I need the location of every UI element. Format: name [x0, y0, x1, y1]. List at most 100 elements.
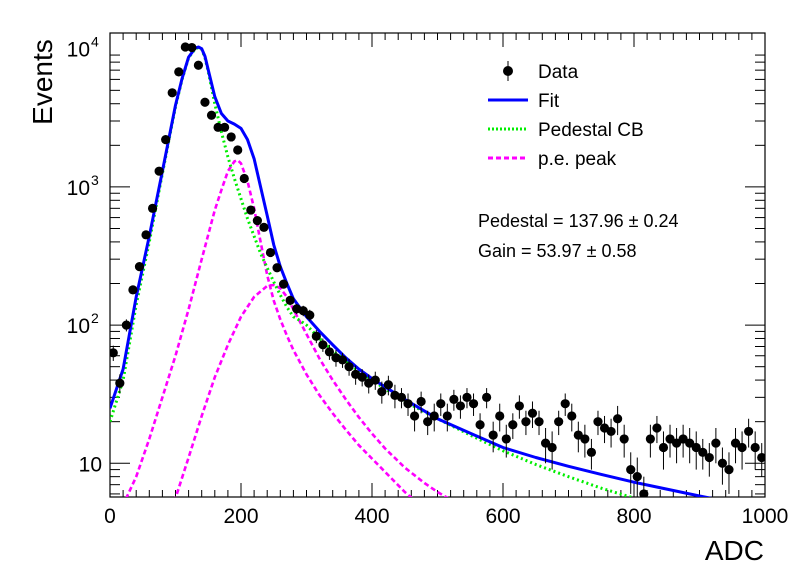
legend-label: p.e. peak	[538, 149, 617, 170]
data-point	[580, 434, 590, 444]
data-point	[134, 262, 145, 272]
data-point	[586, 447, 597, 457]
data-point	[187, 42, 197, 53]
y-axis-title: Events	[27, 39, 58, 125]
data-point	[744, 426, 754, 437]
data-point	[213, 122, 223, 132]
data-point	[265, 247, 276, 258]
y-tick-label: 10	[67, 39, 90, 62]
data-point	[429, 411, 439, 421]
data-point	[468, 399, 479, 409]
data-point	[554, 417, 564, 427]
data-point	[409, 411, 420, 421]
data-point	[698, 447, 708, 457]
x-tick-label: 800	[616, 505, 651, 528]
data-point	[462, 392, 472, 402]
curve-p-e-peak-1	[125, 158, 413, 497]
data-point	[403, 399, 413, 409]
data-point	[200, 97, 210, 107]
x-axis-title: ADC	[705, 535, 764, 566]
data-point	[658, 442, 669, 453]
data-point	[436, 399, 446, 409]
data-point	[324, 347, 335, 357]
data-point	[115, 378, 125, 388]
data-point	[161, 135, 171, 145]
data-point	[482, 392, 492, 402]
data-point	[567, 411, 577, 421]
data-point	[239, 173, 249, 184]
data-point	[508, 420, 518, 430]
data-point	[501, 434, 511, 444]
data-point	[278, 279, 289, 289]
data-point	[475, 420, 485, 430]
data-point	[206, 110, 217, 120]
data-point	[298, 306, 308, 316]
data-point	[495, 411, 505, 421]
data-point	[678, 434, 688, 444]
data-point	[652, 423, 662, 433]
data-point	[220, 122, 230, 132]
data-point	[344, 362, 354, 372]
data-point	[285, 295, 295, 305]
data-point	[593, 417, 603, 427]
data-point	[514, 401, 524, 411]
y-tick-label: 10	[67, 315, 90, 338]
legend-label: Fit	[538, 91, 560, 112]
x-axis: 0 200 400 600 800 1000	[104, 33, 788, 528]
data-point	[711, 438, 721, 448]
legend-label: Pedestal CB	[538, 120, 644, 141]
data-point	[110, 348, 118, 358]
data-point	[639, 489, 649, 497]
data-point	[540, 438, 551, 448]
data-point	[757, 452, 765, 463]
data-point	[632, 472, 642, 482]
data-point	[724, 464, 734, 475]
x-tick-label: 600	[485, 505, 520, 528]
data-point	[685, 438, 695, 448]
data-point	[423, 417, 433, 427]
data-point	[174, 67, 184, 77]
data-point	[416, 396, 426, 407]
y-tick-exponent: 2	[91, 310, 99, 326]
annotation-pedestal: Pedestal = 137.96 ± 0.24	[478, 211, 679, 231]
x-tick-label: 0	[104, 505, 116, 528]
data-point	[704, 452, 714, 463]
data-point	[521, 417, 531, 427]
data-point	[318, 340, 328, 350]
data-point	[665, 434, 675, 444]
data-point	[233, 145, 243, 155]
data-point	[252, 216, 262, 226]
data-point	[272, 263, 282, 273]
data-point	[606, 426, 616, 437]
legend: Data Fit Pedestal CB p.e. peak	[488, 61, 644, 170]
y-tick-exponent: 4	[91, 34, 99, 50]
data-point	[396, 392, 407, 402]
data-points	[110, 42, 765, 497]
data-point	[193, 60, 204, 70]
data-point	[121, 320, 131, 330]
data-point	[167, 88, 177, 98]
data-point	[141, 230, 151, 240]
data-point	[442, 411, 452, 421]
legend-label: Data	[538, 62, 579, 83]
data-point	[128, 285, 138, 295]
data-point	[750, 442, 760, 453]
data-point	[488, 430, 498, 440]
data-point	[730, 438, 741, 448]
data-point	[527, 408, 538, 418]
data-point	[455, 401, 466, 411]
data-point	[154, 166, 164, 176]
data-point	[311, 331, 321, 341]
curve-pedestal-cb	[110, 46, 635, 497]
data-point	[357, 372, 367, 382]
data-point	[737, 442, 747, 453]
y-tick-label: 10	[67, 177, 90, 200]
y-tick-label: 10	[79, 453, 102, 476]
data-point	[246, 205, 256, 215]
data-point	[337, 355, 348, 365]
curve-fit	[110, 45, 713, 497]
data-point	[613, 414, 623, 424]
data-point	[691, 442, 701, 453]
x-tick-label: 1000	[742, 505, 789, 528]
